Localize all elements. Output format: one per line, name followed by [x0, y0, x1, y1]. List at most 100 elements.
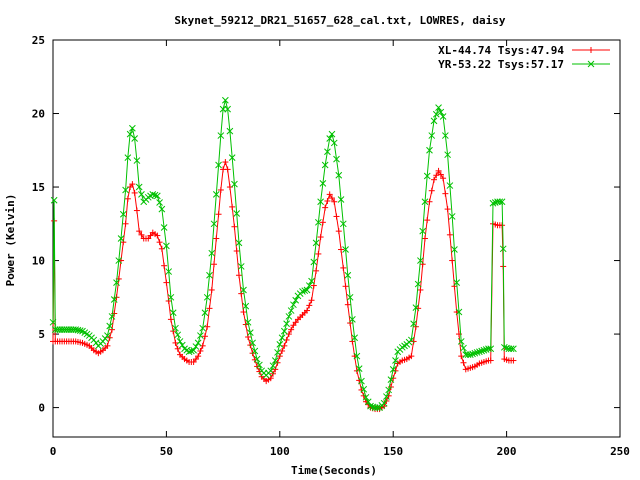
- data-point-marker: [471, 349, 479, 357]
- data-point-marker: [244, 318, 252, 326]
- data-point-marker: [138, 191, 145, 198]
- data-point-marker: [321, 161, 329, 169]
- data-point-marker: [169, 309, 177, 317]
- data-point-marker: [117, 235, 125, 242]
- data-point-marker: [231, 180, 238, 188]
- data-point-marker: [49, 318, 57, 326]
- data-point-marker: [373, 404, 381, 411]
- data-point-marker: [446, 182, 454, 189]
- data-point-marker: [510, 345, 517, 353]
- data-point-marker: [305, 282, 313, 289]
- data-point-marker: [249, 339, 256, 347]
- data-point-marker: [507, 345, 515, 353]
- x-tick-label: 200: [497, 445, 517, 458]
- data-point-marker: [106, 322, 114, 330]
- y-tick-label: 25: [32, 34, 45, 47]
- x-tick-label: 50: [160, 445, 173, 458]
- data-point-marker: [119, 210, 127, 218]
- data-point-marker: [192, 343, 200, 350]
- x-tick-label: 150: [383, 445, 403, 458]
- data-point-marker: [224, 105, 231, 113]
- data-point-marker: [160, 224, 168, 231]
- axis-ticks: 0 50 100 150 200 250 0 5 10 15 20 25: [32, 34, 630, 458]
- data-point-marker: [423, 172, 431, 180]
- series-1: [50, 159, 517, 413]
- data-point-marker: [480, 346, 488, 354]
- data-point-marker: [419, 227, 427, 235]
- data-point-marker: [351, 334, 358, 342]
- data-point-marker: [290, 301, 297, 309]
- data-point-marker: [269, 362, 277, 370]
- data-point-marker: [190, 346, 197, 354]
- data-point-marker: [324, 148, 331, 156]
- data-point-marker: [210, 220, 218, 228]
- data-point-marker: [464, 351, 472, 359]
- data-point-marker: [315, 218, 322, 226]
- data-point-marker: [174, 331, 182, 339]
- data-point-marker: [499, 245, 507, 253]
- data-point-marker: [457, 338, 465, 345]
- data-point-marker: [387, 376, 395, 384]
- data-point-marker: [156, 199, 163, 206]
- y-tick-label: 0: [38, 402, 45, 415]
- data-point-marker: [587, 60, 595, 68]
- data-point-marker: [237, 263, 245, 270]
- series-line: [52, 160, 514, 410]
- data-point-marker: [491, 199, 499, 206]
- data-point-marker: [199, 324, 207, 332]
- data-point-marker: [83, 330, 91, 338]
- data-point-marker: [410, 320, 417, 328]
- data-point-marker: [172, 324, 179, 332]
- data-point-marker: [421, 198, 429, 206]
- data-point-marker: [256, 361, 263, 369]
- data-point-marker: [292, 296, 300, 304]
- y-axis-label: Power (Kelvin): [4, 194, 17, 287]
- data-point-marker: [226, 127, 234, 135]
- data-point-marker: [194, 339, 202, 347]
- data-point-marker: [251, 347, 259, 355]
- data-point-marker: [201, 309, 209, 317]
- data-point-marker: [242, 302, 250, 310]
- data-point-marker: [124, 154, 132, 161]
- data-point-marker: [267, 367, 275, 375]
- data-point-marker: [478, 347, 486, 355]
- data-point-marker: [178, 341, 186, 349]
- data-point-marker: [417, 257, 424, 264]
- data-point-marker: [498, 198, 506, 206]
- data-point-marker: [108, 313, 116, 320]
- data-point-marker: [274, 349, 281, 356]
- data-point-marker: [448, 213, 456, 220]
- data-point-marker: [206, 271, 213, 279]
- data-point-marker: [451, 246, 458, 253]
- data-point-marker: [312, 239, 320, 247]
- data-point-marker: [412, 304, 420, 311]
- data-point-marker: [473, 349, 481, 356]
- data-point-marker: [228, 154, 236, 161]
- x-tick-label: 0: [50, 445, 57, 458]
- data-point-marker: [287, 307, 295, 314]
- data-point-marker: [466, 351, 474, 359]
- data-point-marker: [110, 296, 118, 303]
- y-tick-label: 15: [32, 181, 45, 194]
- data-point-marker: [330, 139, 338, 147]
- data-point-marker: [319, 180, 327, 187]
- series-2: [49, 96, 517, 411]
- data-point-marker: [253, 355, 261, 363]
- data-point-marker: [326, 135, 334, 142]
- data-point-marker: [280, 327, 288, 335]
- data-point-marker: [442, 132, 449, 139]
- data-point-marker: [328, 130, 336, 138]
- data-point-marker: [355, 365, 363, 372]
- data-point-marker: [342, 246, 349, 253]
- data-point-marker: [79, 327, 86, 335]
- data-point-marker: [149, 191, 157, 198]
- data-point-marker: [353, 352, 361, 360]
- y-tick-label: 10: [32, 255, 45, 268]
- data-point-marker: [496, 198, 504, 206]
- data-point-marker: [337, 196, 345, 203]
- data-point-marker: [135, 183, 143, 191]
- data-point-marker: [392, 357, 399, 364]
- data-point-marker: [469, 350, 476, 358]
